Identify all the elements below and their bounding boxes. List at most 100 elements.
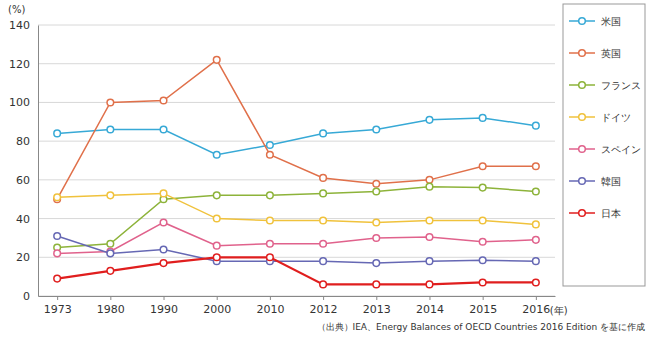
y-tick: 0 — [23, 290, 38, 303]
series-marker — [426, 234, 433, 241]
x-tick-label: 2016 — [522, 303, 550, 316]
series-marker — [320, 258, 327, 265]
series-marker — [426, 217, 433, 224]
x-tick-mark — [376, 296, 377, 300]
series-marker — [320, 190, 327, 197]
series-marker — [213, 151, 220, 158]
series — [54, 254, 539, 288]
y-tick-label: 60 — [16, 174, 30, 187]
series-marker — [533, 279, 540, 286]
series-marker — [54, 275, 61, 282]
legend-marker — [579, 178, 586, 185]
x-tick-mark — [217, 296, 218, 300]
legend-label: ドイツ — [601, 112, 631, 123]
y-tick: 40 — [16, 213, 38, 226]
series-marker — [267, 254, 274, 261]
x-axis-line — [39, 296, 556, 297]
legend-frame — [563, 4, 645, 286]
series-marker — [533, 163, 540, 170]
x-axis: 1973198019902000201020122013201420152016 — [39, 296, 556, 316]
y-tick: 80 — [16, 135, 38, 148]
series-marker — [107, 99, 114, 106]
legend-entry: 日本 — [569, 208, 621, 219]
x-tick-label: 2015 — [469, 303, 497, 316]
x-tick-mark — [429, 296, 430, 300]
x-tick-label: 2000 — [203, 303, 231, 316]
series-marker — [267, 142, 274, 149]
series-marker — [160, 219, 167, 226]
series-marker — [479, 257, 486, 264]
series-marker — [213, 242, 220, 249]
series-marker — [373, 188, 380, 195]
y-tick-label: 140 — [9, 19, 30, 32]
series-marker — [160, 190, 167, 197]
series-marker — [479, 279, 486, 286]
series-marker — [54, 194, 61, 201]
series-marker — [107, 126, 114, 133]
series-line — [57, 222, 536, 253]
legend-entry: 米国 — [569, 16, 621, 27]
legend-marker — [579, 50, 586, 57]
series — [54, 219, 539, 257]
x-tick: 2014 — [416, 296, 444, 316]
chart: 0204060801001201401973198019902000201020… — [0, 0, 651, 338]
x-tick-mark — [483, 296, 484, 300]
series-marker — [533, 221, 540, 228]
legend-entry: スペイン — [569, 144, 641, 155]
x-tick: 1990 — [150, 296, 178, 316]
x-tick: 2015 — [469, 296, 497, 316]
series-marker — [320, 130, 327, 137]
series-marker — [320, 240, 327, 247]
y-axis-title: (%) — [8, 4, 25, 15]
y-tick: 60 — [16, 174, 38, 187]
x-tick: 2010 — [256, 296, 284, 316]
series-marker — [213, 215, 220, 222]
series-marker — [54, 233, 61, 240]
series-marker — [373, 180, 380, 187]
series-marker — [479, 115, 486, 122]
series-marker — [426, 281, 433, 288]
series-line — [57, 193, 536, 224]
series-marker — [267, 217, 274, 224]
series-marker — [160, 97, 167, 104]
series-marker — [479, 239, 486, 246]
series-marker — [320, 175, 327, 182]
legend-label: 米国 — [601, 16, 621, 27]
series-marker — [160, 126, 167, 133]
y-tick-label: 100 — [9, 96, 30, 109]
x-tick: 1973 — [44, 296, 72, 316]
grid-line — [38, 63, 555, 64]
series-group — [54, 57, 539, 288]
y-tick: 140 — [9, 19, 38, 32]
series-marker — [267, 151, 274, 158]
series-marker — [533, 258, 540, 265]
legend-label: 英国 — [601, 48, 621, 59]
grid-line — [38, 179, 555, 180]
series-marker — [426, 117, 433, 124]
y-tick-label: 20 — [16, 251, 30, 264]
legend-entry: ドイツ — [569, 112, 631, 123]
series-marker — [533, 188, 540, 195]
series-marker — [213, 192, 220, 199]
legend-entry: 韓国 — [569, 176, 621, 187]
x-tick-mark — [536, 296, 537, 300]
source-note: （出典）IEA、Energy Balances of OECD Countrie… — [317, 322, 645, 332]
series-marker — [107, 268, 114, 275]
y-axis-line — [38, 26, 39, 297]
y-tick: 100 — [9, 96, 38, 109]
x-tick-label: 1990 — [150, 303, 178, 316]
legend: 米国英国フランスドイツスペイン韓国日本 — [563, 4, 645, 286]
series-marker — [213, 57, 220, 64]
series-marker — [267, 192, 274, 199]
series — [54, 190, 539, 228]
series-marker — [320, 281, 327, 288]
legend-entry: フランス — [569, 80, 641, 91]
legend-label: 韓国 — [601, 176, 621, 187]
series-marker — [426, 177, 433, 184]
x-tick: 2012 — [310, 296, 338, 316]
x-tick-label: 2010 — [256, 303, 284, 316]
series — [54, 57, 539, 203]
y-axis: 020406080100120140 — [9, 19, 39, 303]
series-marker — [107, 192, 114, 199]
x-tick-mark — [110, 296, 111, 300]
